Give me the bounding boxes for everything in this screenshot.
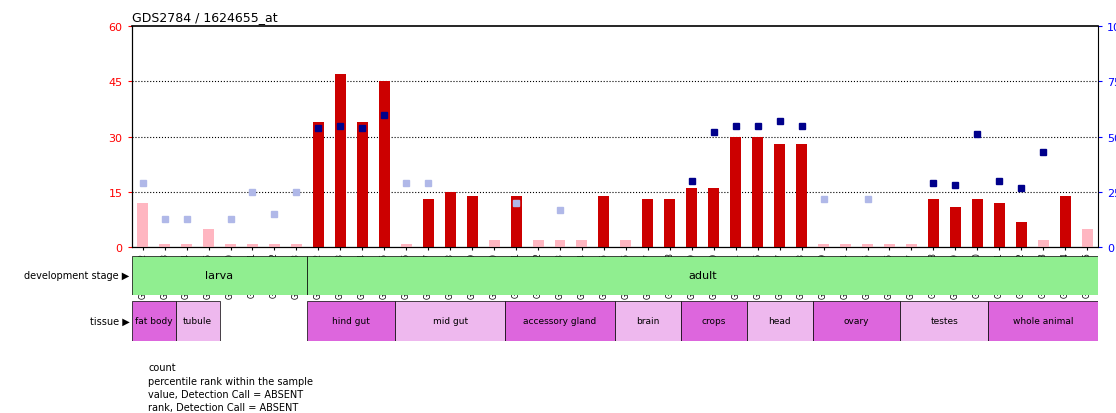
Bar <box>862 244 873 248</box>
Bar <box>840 244 852 248</box>
Bar <box>643 200 653 248</box>
Bar <box>203 229 214 248</box>
Bar <box>489 240 500 248</box>
Bar <box>307 256 1098 295</box>
Bar <box>132 301 175 341</box>
Text: testes: testes <box>931 317 959 325</box>
Bar <box>395 301 506 341</box>
Bar <box>775 145 786 248</box>
Text: development stage ▶: development stage ▶ <box>25 271 129 281</box>
Bar <box>681 301 747 341</box>
Text: mid gut: mid gut <box>433 317 468 325</box>
Text: tissue ▶: tissue ▶ <box>89 316 129 326</box>
Text: hind gut: hind gut <box>333 317 371 325</box>
Bar <box>444 192 455 248</box>
Text: accessory gland: accessory gland <box>523 317 597 325</box>
Bar <box>247 244 258 248</box>
Bar <box>818 244 829 248</box>
Bar <box>137 204 148 248</box>
Bar <box>511 196 521 248</box>
Bar <box>989 301 1098 341</box>
Text: whole animal: whole animal <box>1013 317 1074 325</box>
Bar <box>357 123 368 248</box>
Text: fat body: fat body <box>135 317 173 325</box>
Bar <box>796 145 807 248</box>
Bar <box>269 244 280 248</box>
Bar <box>555 240 566 248</box>
Bar <box>312 123 324 248</box>
Bar <box>181 244 192 248</box>
Bar <box>307 301 395 341</box>
Text: GDS2784 / 1624655_at: GDS2784 / 1624655_at <box>132 11 277 24</box>
Text: head: head <box>768 317 791 325</box>
Text: brain: brain <box>636 317 660 325</box>
Bar <box>577 240 587 248</box>
Bar <box>132 256 307 295</box>
Bar <box>747 301 812 341</box>
Bar <box>175 301 220 341</box>
Bar <box>291 244 302 248</box>
Bar <box>1038 240 1049 248</box>
Text: ovary: ovary <box>844 317 869 325</box>
Bar <box>686 189 698 248</box>
Bar <box>466 196 478 248</box>
Bar <box>225 244 235 248</box>
Bar <box>972 200 983 248</box>
Text: percentile rank within the sample: percentile rank within the sample <box>148 376 314 386</box>
Bar <box>927 200 939 248</box>
Bar <box>532 240 543 248</box>
Text: crops: crops <box>702 317 725 325</box>
Bar <box>664 200 675 248</box>
Bar <box>730 137 741 248</box>
Bar <box>506 301 615 341</box>
Bar <box>598 196 609 248</box>
Bar <box>709 189 719 248</box>
Bar <box>620 240 632 248</box>
Bar <box>423 200 434 248</box>
Bar <box>812 301 901 341</box>
Text: count: count <box>148 363 176 373</box>
Bar <box>906 244 917 248</box>
Bar <box>994 204 1004 248</box>
Bar <box>1016 222 1027 248</box>
Text: larva: larva <box>205 271 233 281</box>
Text: tubule: tubule <box>183 317 212 325</box>
Text: rank, Detection Call = ABSENT: rank, Detection Call = ABSENT <box>148 402 299 412</box>
Text: value, Detection Call = ABSENT: value, Detection Call = ABSENT <box>148 389 304 399</box>
Bar <box>1060 196 1070 248</box>
Bar <box>1081 229 1093 248</box>
Bar <box>950 207 961 248</box>
Text: adult: adult <box>689 271 718 281</box>
Bar <box>335 75 346 248</box>
Bar <box>401 244 412 248</box>
Bar <box>160 244 170 248</box>
Bar <box>378 82 389 248</box>
Bar <box>752 137 763 248</box>
Bar <box>901 301 989 341</box>
Bar <box>132 248 1098 266</box>
Bar <box>884 244 895 248</box>
Bar <box>615 301 681 341</box>
